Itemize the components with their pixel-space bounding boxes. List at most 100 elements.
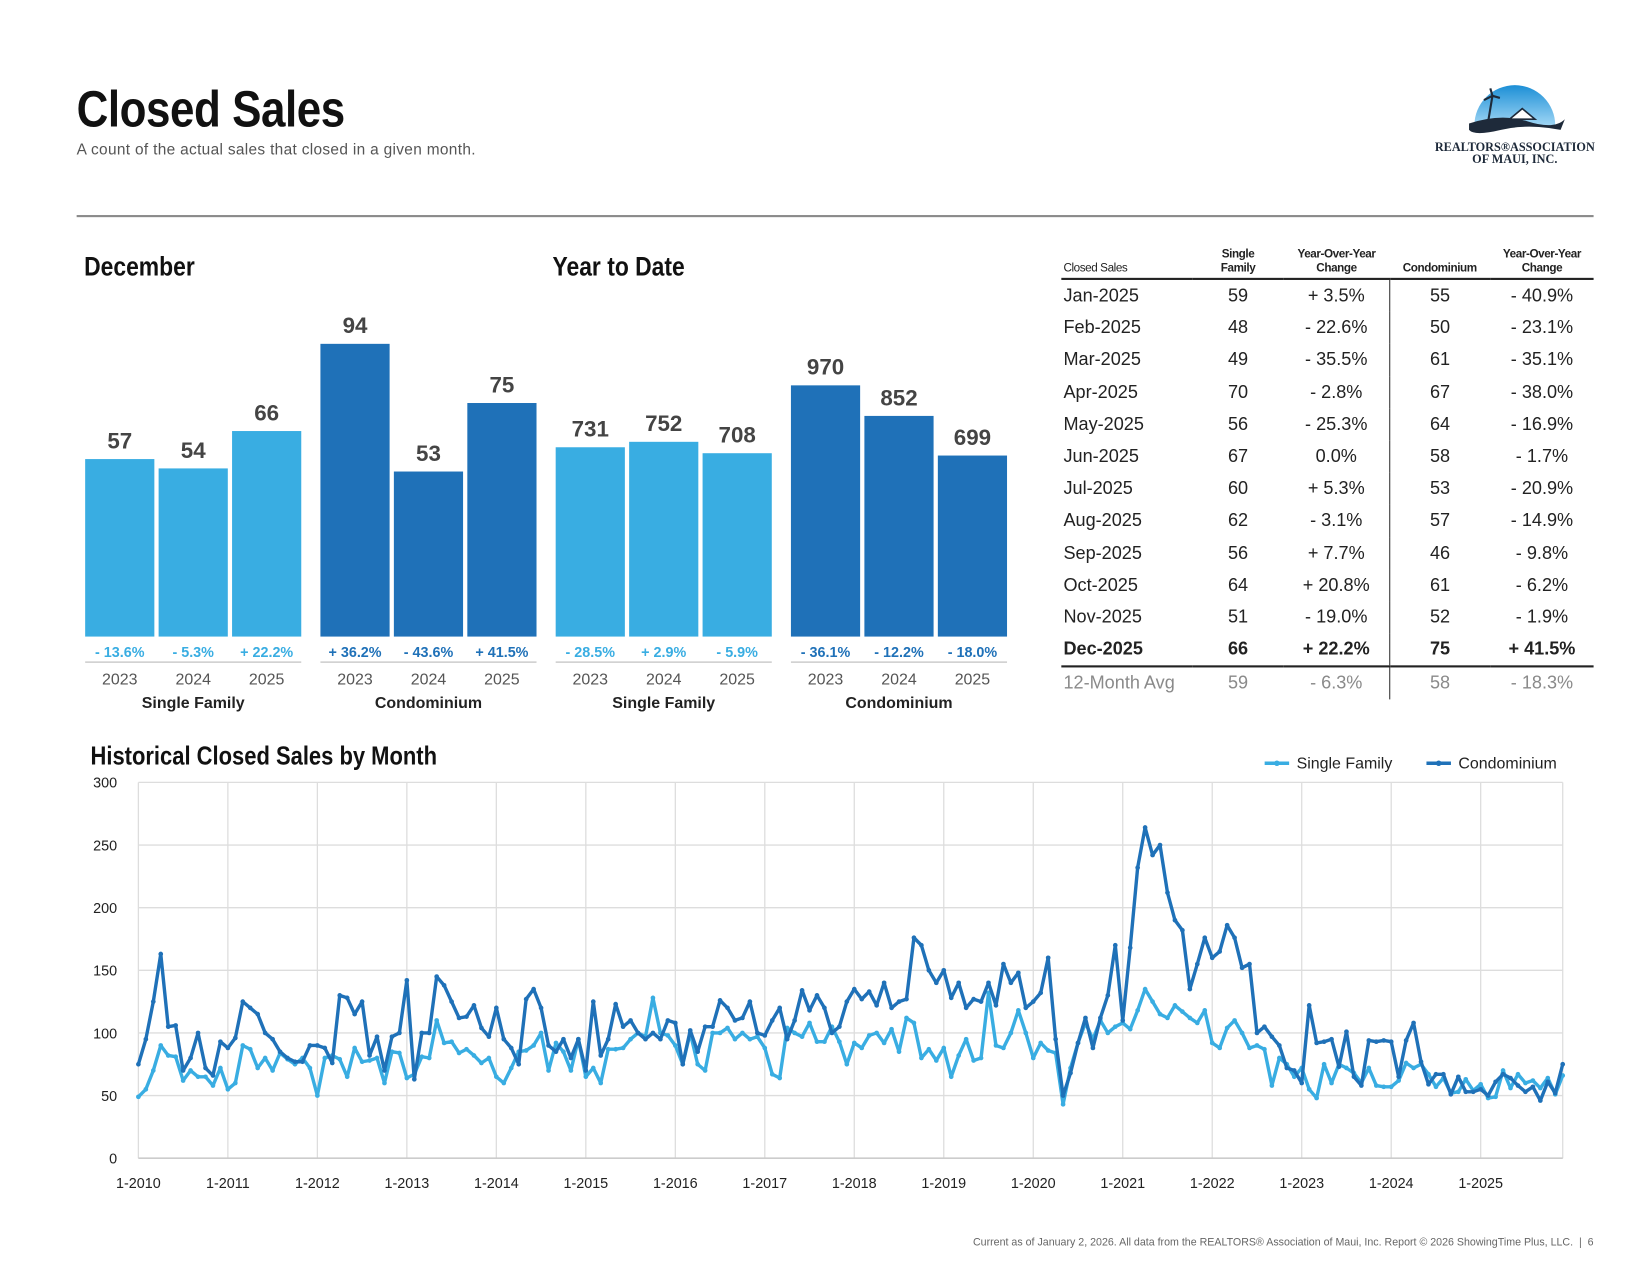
table-cell: - 38.0% — [1510, 381, 1574, 403]
data-point — [411, 1076, 417, 1082]
table-cell: - 9.8% — [1515, 542, 1569, 563]
data-point — [598, 1080, 604, 1086]
x-tick-label: 2023 — [573, 671, 609, 688]
data-point — [426, 1055, 432, 1061]
data-point — [523, 996, 529, 1002]
data-point — [1247, 1045, 1252, 1051]
data-point — [1515, 1071, 1521, 1077]
data-point — [993, 1043, 999, 1048]
data-point — [1008, 980, 1014, 986]
column-header: Year-Over-Year Change — [1490, 244, 1594, 280]
x-tick-label: 1-2016 — [653, 1176, 698, 1192]
table-row: Dec-2025 66 + 22.2% 75 + 41.5% — [1061, 633, 1593, 667]
table-cell: - 3.1% — [1310, 510, 1363, 531]
data-point — [143, 1036, 149, 1042]
data-point — [1202, 935, 1208, 941]
x-tick-label: 2024 — [881, 671, 917, 688]
data-point — [441, 982, 447, 988]
data-point — [1001, 1045, 1006, 1051]
x-tick-label: 1-2019 — [921, 1176, 966, 1192]
data-point — [307, 1065, 313, 1071]
data-point — [687, 1028, 693, 1033]
table-cell: Jul-2025 — [1063, 478, 1133, 499]
data-point — [337, 1056, 343, 1062]
data-point — [1388, 1084, 1394, 1090]
data-point — [732, 1036, 738, 1042]
data-point — [822, 1005, 827, 1011]
bar — [629, 441, 699, 637]
data-point — [1426, 1081, 1431, 1087]
data-point — [1381, 1038, 1387, 1043]
data-point — [538, 1030, 544, 1036]
data-point — [247, 1046, 253, 1052]
data-point — [948, 995, 954, 1001]
x-tick-label: 1-2021 — [1100, 1176, 1145, 1192]
data-point — [904, 1015, 909, 1021]
data-point — [464, 1046, 469, 1052]
data-point — [180, 1078, 186, 1083]
data-point — [1194, 961, 1200, 967]
data-point — [501, 1080, 507, 1086]
data-point — [762, 1045, 768, 1051]
group-label: Single Family — [142, 695, 245, 712]
data-point — [1135, 865, 1140, 870]
data-point — [1105, 993, 1111, 998]
table-cell: - 18.3% — [1490, 665, 1594, 700]
table-cell: + 5.3% — [1307, 478, 1365, 499]
data-point — [493, 1074, 499, 1080]
table-cell: Nov-2025 — [1063, 606, 1142, 627]
data-point — [277, 1049, 283, 1055]
table-cell: 62 — [1227, 510, 1249, 531]
data-point — [1493, 1094, 1498, 1100]
table-cell: 58 — [1388, 665, 1491, 700]
data-point — [1142, 825, 1148, 830]
data-point — [1224, 1025, 1230, 1031]
value-label: 53 — [416, 441, 441, 466]
data-point — [210, 1083, 216, 1088]
table-cell: 64 — [1227, 574, 1249, 595]
column-header: Single Family — [1192, 244, 1284, 280]
data-point — [1045, 1048, 1051, 1053]
data-point — [1224, 922, 1230, 928]
value-label: 699 — [954, 425, 991, 450]
table-cell: 0.0% — [1315, 446, 1357, 467]
data-point — [1157, 1011, 1163, 1017]
data-point — [769, 1071, 775, 1077]
table-cell: - 25.3% — [1305, 413, 1368, 435]
data-point — [1239, 1030, 1245, 1036]
x-tick-label: 1-2025 — [1458, 1176, 1503, 1192]
x-tick-label: 2023 — [337, 671, 373, 688]
data-point — [717, 998, 723, 1003]
bar — [555, 447, 625, 637]
table-row: Nov-2025 51 - 19.0% 52 - 1.9% — [1061, 601, 1593, 634]
legend-label: Condominium — [1458, 756, 1556, 773]
data-point — [307, 1043, 313, 1048]
data-point — [672, 1043, 678, 1048]
data-point — [1433, 1071, 1439, 1077]
data-point — [1060, 1093, 1066, 1098]
data-point — [486, 1034, 492, 1040]
data-point — [322, 1045, 328, 1051]
value-label: 731 — [572, 417, 609, 442]
data-point — [1448, 1091, 1454, 1097]
table-cell: 51 — [1227, 606, 1249, 627]
table-row: Aug-2025 62 - 3.1% 57 - 14.9% — [1061, 504, 1593, 538]
data-point — [300, 1059, 305, 1065]
data-point — [732, 1018, 738, 1023]
data-point — [292, 1059, 298, 1065]
data-point — [1344, 1029, 1349, 1035]
data-point — [315, 1043, 320, 1048]
column-header: Condominium — [1389, 244, 1491, 280]
table-row: May-2025 56 - 25.3% 64 - 16.9% — [1061, 408, 1593, 441]
data-point — [1299, 1080, 1305, 1086]
legend-label: Single Family — [1297, 756, 1393, 773]
data-point — [1463, 1089, 1469, 1095]
data-point — [561, 1049, 566, 1055]
table-cell: 58 — [1388, 440, 1491, 473]
bar — [864, 415, 934, 637]
data-point — [1150, 999, 1155, 1004]
table-cell: - 1.7% — [1515, 446, 1569, 467]
summary-table: Closed Sales Single Family Year-Over-Year … — [1061, 244, 1594, 700]
x-tick-label: 1-2022 — [1190, 1176, 1235, 1192]
